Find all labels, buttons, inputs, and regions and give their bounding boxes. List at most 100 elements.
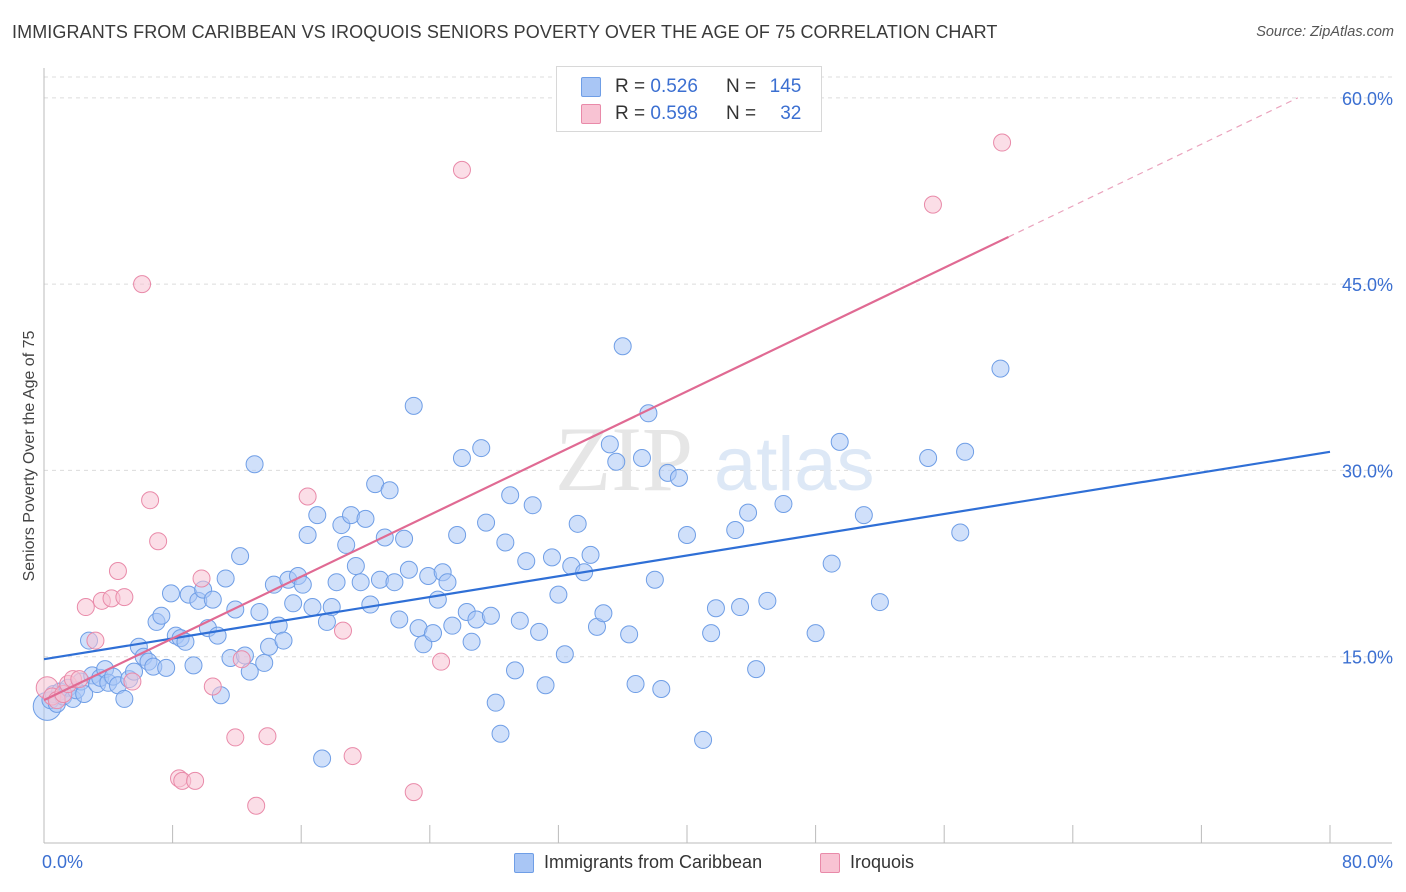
grid-lines: [44, 76, 1392, 658]
n-value: 32: [780, 103, 802, 124]
legend-row-iroquois: R = 0.598 N = 32: [581, 102, 801, 126]
caribbean-point: [600, 435, 619, 454]
caribbean-point: [581, 545, 600, 564]
source-label: Source: ZipAtlas.com: [1256, 24, 1394, 40]
caribbean-point: [951, 523, 970, 542]
caribbean-point: [555, 645, 574, 664]
caribbean-point: [510, 611, 529, 630]
n-label: N =: [725, 76, 757, 97]
n-label: N =: [725, 103, 757, 124]
caribbean-point: [505, 661, 524, 680]
iroquois-point: [141, 491, 160, 510]
r-label: R =: [615, 76, 646, 97]
iroquois-trend-extension: [1008, 97, 1299, 238]
iroquois-point: [343, 747, 362, 766]
caribbean-point: [669, 468, 688, 487]
caribbean-point: [317, 612, 336, 631]
caribbean-point: [115, 689, 134, 708]
caribbean-point: [919, 449, 938, 467]
iroquois-point: [993, 133, 1012, 152]
caribbean-point: [523, 496, 542, 515]
caribbean-point: [245, 455, 264, 474]
y-tick-labels: 15.0% 30.0% 45.0% 60.0%: [1342, 89, 1393, 668]
caribbean-point: [501, 486, 520, 505]
legend-item-caribbean: Immigrants from Caribbean: [514, 852, 762, 873]
iroquois-point: [203, 677, 222, 696]
caribbean-point: [452, 449, 471, 467]
caribbean-point: [337, 535, 356, 554]
caribbean-point: [443, 616, 462, 635]
iroquois-point: [192, 569, 211, 588]
caribbean-point: [542, 548, 561, 567]
iroquois-point: [432, 652, 451, 671]
iroquois-trend-line: [43, 235, 1009, 702]
iroquois-point: [115, 588, 134, 607]
iroquois-point: [86, 631, 105, 650]
caribbean-point: [956, 442, 975, 461]
iroquois-point: [108, 562, 127, 581]
caribbean-point: [298, 526, 317, 544]
caribbean-point: [481, 606, 500, 625]
caribbean-point: [632, 449, 651, 467]
iroquois-point: [226, 728, 245, 747]
y-tick-label: 45.0%: [1342, 275, 1393, 295]
caribbean-point: [250, 603, 269, 621]
caribbean-point: [486, 693, 505, 712]
x-axis-min-label: 0.0%: [42, 852, 84, 872]
caribbean-point: [157, 658, 176, 677]
caribbean-point: [231, 547, 250, 566]
iroquois-point: [123, 672, 142, 691]
caribbean-point: [216, 569, 235, 588]
n-value: 145: [769, 76, 802, 97]
caribbean-point: [620, 625, 639, 644]
caribbean-point: [313, 749, 332, 768]
iroquois-point: [133, 275, 152, 294]
caribbean-point: [739, 503, 758, 522]
watermark-atlas: atlas: [714, 422, 875, 507]
caribbean-point: [594, 604, 613, 623]
r-label: R =: [615, 103, 646, 124]
caribbean-point: [626, 675, 645, 694]
iroquois-point: [76, 598, 95, 617]
caribbean-point: [613, 337, 632, 356]
y-tick-label: 15.0%: [1342, 648, 1393, 668]
caribbean-trend-line: [43, 450, 1331, 661]
caribbean-point: [806, 624, 825, 643]
caribbean-point: [702, 624, 721, 643]
y-tick-label: 30.0%: [1342, 461, 1393, 481]
caribbean-point: [517, 552, 536, 571]
caribbean-point: [308, 506, 327, 525]
caribbean-point: [549, 585, 568, 604]
legend-row-caribbean: R = 0.526 N = 145: [581, 75, 801, 99]
caribbean-point: [390, 610, 409, 629]
caribbean-point: [399, 560, 418, 579]
caribbean-point: [395, 529, 414, 548]
iroquois-point: [923, 195, 942, 214]
r-value: 0.598: [650, 103, 698, 124]
caribbean-point: [694, 730, 713, 749]
caribbean-point: [472, 439, 491, 458]
caribbean-point: [536, 676, 555, 695]
caribbean-point: [747, 660, 766, 679]
caribbean-point: [255, 653, 274, 672]
caribbean-point: [351, 573, 370, 592]
caribbean-point: [424, 624, 443, 643]
r-value: 0.526: [650, 76, 698, 97]
caribbean-point: [385, 573, 404, 592]
iroquois-point: [298, 487, 317, 506]
caribbean-point: [568, 514, 587, 533]
caribbean-point: [203, 590, 222, 609]
x-axis-max-label: 80.0%: [1341, 852, 1393, 872]
legend-swatch-caribbean: [581, 77, 601, 97]
caribbean-point: [274, 631, 293, 650]
caribbean-point: [706, 599, 725, 618]
legend-swatch-iroquois: [581, 104, 601, 124]
caribbean-point: [380, 481, 399, 500]
trend-lines: [43, 97, 1331, 702]
watermark: ZIP atlas: [555, 408, 875, 510]
iroquois-point: [186, 771, 205, 790]
iroquois-point: [333, 621, 352, 640]
y-tick-label: 60.0%: [1342, 89, 1393, 109]
legend-item-iroquois: Iroquois: [820, 852, 914, 873]
